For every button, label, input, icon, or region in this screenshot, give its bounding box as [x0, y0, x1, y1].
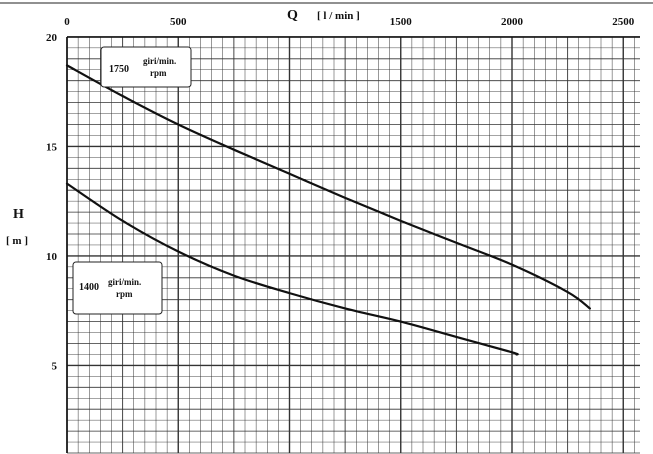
- legend-rpm-1400: rpm: [116, 289, 133, 299]
- y-tick-label: 20: [46, 32, 58, 44]
- y-tick-label: 10: [46, 251, 58, 263]
- curve-1750-rpm: [65, 64, 591, 310]
- x-tick-label: 1500: [390, 16, 413, 28]
- curves: [65, 64, 591, 356]
- legend-box-1750: 1750 giri/min. rpm: [100, 46, 192, 88]
- legend-speed-1400: 1400: [79, 282, 99, 293]
- x-axis-unit: [ l / min ]: [317, 10, 360, 22]
- legend-box-1400: 1400 giri/min. rpm: [72, 261, 163, 315]
- x-tick-label: 2500: [612, 16, 635, 28]
- y-tick-label: 15: [46, 141, 58, 153]
- y-axis-title: H: [13, 207, 24, 222]
- x-tick-label: 0: [64, 16, 70, 28]
- y-tick-label: 5: [52, 360, 58, 372]
- y-axis-unit: [ m ]: [6, 235, 28, 247]
- legend-rpm-1750: rpm: [150, 68, 167, 78]
- curve-1400-rpm: [65, 182, 519, 356]
- legend-unit-1750: giri/min.: [143, 56, 176, 66]
- legend-unit-1400: giri/min.: [108, 277, 141, 287]
- x-axis-title: Q: [287, 8, 298, 23]
- y-tick-labels: 5 10 15 20: [46, 32, 58, 372]
- legend-speed-1750: 1750: [109, 64, 129, 75]
- x-tick-labels: 0 500 1500 2000 2500: [64, 16, 635, 28]
- x-tick-label: 2000: [501, 16, 524, 28]
- grid: [66, 36, 640, 454]
- x-tick-label: 500: [170, 16, 187, 28]
